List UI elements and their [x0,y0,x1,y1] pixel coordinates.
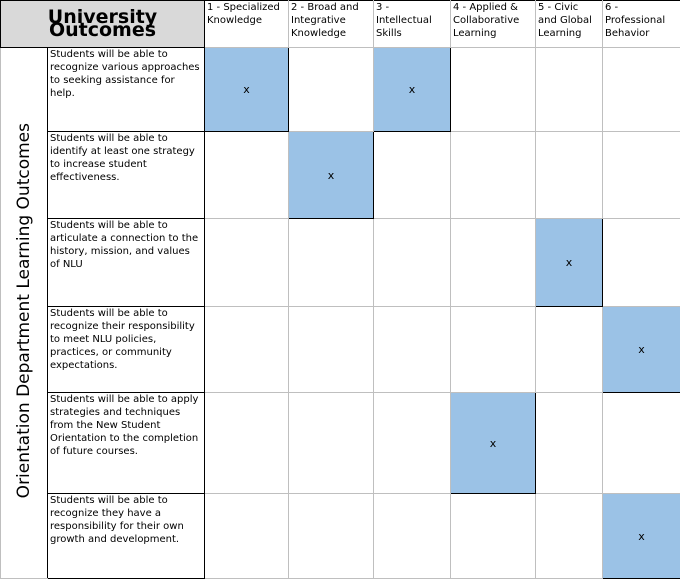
empty-cell [535,47,603,132]
empty-cell [602,392,680,494]
empty-cell [450,218,536,307]
empty-cell [373,218,451,307]
table-title: University Outcomes [0,0,205,48]
empty-cell [373,493,451,579]
outcome-row: Students will be able to apply strategie… [1,392,680,494]
outcome-text: Students will be able to articulate a co… [47,218,205,307]
empty-cell [535,493,603,579]
empty-cell [535,131,603,219]
column-header: 6 - Professional Behavior [602,0,680,48]
outcome-row: Students will be able to identify at lea… [1,131,680,219]
empty-cell [450,306,536,393]
empty-cell [288,47,374,132]
alignment-mark: x [204,47,289,132]
outcome-text: Students will be able to apply strategie… [47,392,205,494]
outcome-row: Students will be able to articulate a co… [1,218,680,307]
alignment-mark: x [288,131,374,219]
empty-cell [535,306,603,393]
outcome-text: Students will be able to recognize their… [47,306,205,393]
empty-cell [373,131,451,219]
outcome-text: Students will be able to recognize vario… [47,47,205,132]
empty-cell [602,131,680,219]
empty-cell [204,306,289,393]
alignment-mark: x [602,306,680,393]
empty-cell [204,392,289,494]
empty-cell [373,306,451,393]
empty-cell [288,218,374,307]
empty-cell [535,392,603,494]
outcome-text: Students will be able to identify at lea… [47,131,205,219]
empty-cell [288,306,374,393]
outcome-row: Orientation Department Learning Outcomes… [0,47,680,579]
side-label: Orientation Department Learning Outcomes [13,123,34,499]
outcome-row: Students will be able to recognize they … [1,493,680,579]
column-header: 3 - Intellectual Skills [373,0,451,48]
alignment-mark: x [602,493,680,579]
side-label-cell: Orientation Department Learning Outcomes [0,47,48,579]
column-header: 5 - Civic and Global Learning [535,0,603,48]
empty-cell [450,47,536,132]
empty-cell [450,493,536,579]
outcome-text: Students will be able to recognize they … [47,493,205,579]
alignment-mark: x [450,392,536,494]
empty-cell [204,218,289,307]
column-header: 2 - Broad and Integrative Knowledge [288,0,374,48]
empty-cell [288,392,374,494]
empty-cell [204,131,289,219]
empty-cell [373,392,451,494]
alignment-mark: x [535,218,603,307]
alignment-mark: x [373,47,451,132]
empty-cell [602,218,680,307]
column-header: 1 - Specialized Knowledge [204,0,289,48]
outcome-row: Students will be able to recognize their… [1,306,680,393]
header-row: University Outcomes 1 - Specialized Knowl… [0,0,680,48]
empty-cell [288,493,374,579]
empty-cell [450,131,536,219]
empty-cell [602,47,680,132]
empty-cell [204,493,289,579]
column-header: 4 - Applied & Collaborative Learning [450,0,536,48]
